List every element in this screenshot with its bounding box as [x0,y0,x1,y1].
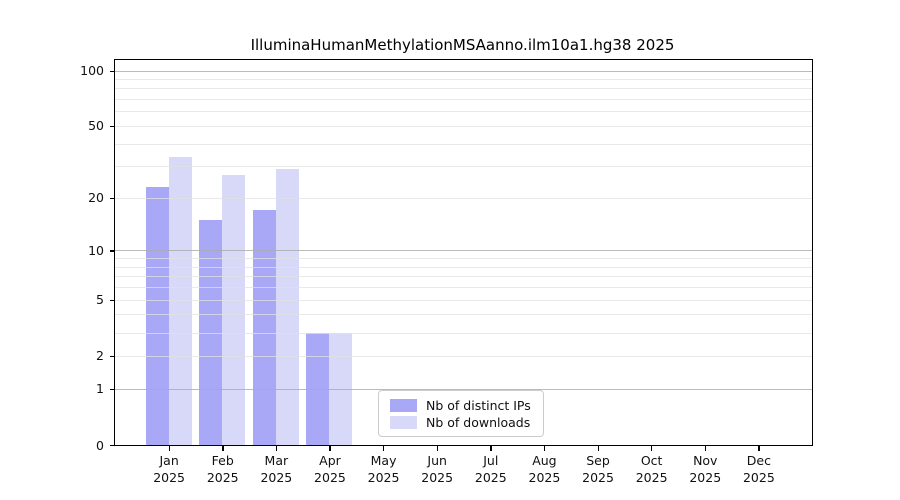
legend: Nb of distinct IPs Nb of downloads [378,390,544,437]
y-tick-label: 100 [80,63,104,79]
x-tick-year-label: 2025 [474,469,507,485]
x-tick-year-label: 2025 [582,469,614,485]
x-tick-mark [436,446,438,451]
y-tick-label: 50 [88,118,104,134]
x-tick-label-aug: Aug 2025 [512,453,576,486]
y-tick-mark [110,250,115,252]
x-tick-label-nov: Nov 2025 [673,453,737,486]
y-tick-label: 0 [96,437,104,453]
x-tick-year-label: 2025 [742,469,775,485]
x-tick-mark [543,446,546,451]
legend-label-downloads: Nb of downloads [426,414,531,430]
x-tick-mark [329,446,331,451]
plot-area [114,59,813,446]
x-tick-year-label: 2025 [635,469,668,485]
gridline-minor [115,88,812,90]
y-tick-mark [110,197,115,200]
legend-swatch-distinct-ips [390,398,417,412]
x-tick-label-feb: Feb 2025 [191,453,255,486]
x-tick-year-label: 2025 [421,469,454,485]
y-tick-label: 5 [96,292,104,308]
x-tick-label-jul: Jul 2025 [459,453,523,486]
bar-downloads-mar [275,169,299,445]
x-tick-label-apr: Apr 2025 [298,453,362,486]
gridline-minor [115,197,812,199]
x-tick-label-sep: Sep 2025 [566,453,630,486]
x-tick-mark [383,446,385,451]
x-tick-mark [597,446,599,451]
legend-row-downloads: Nb of downloads [390,414,533,430]
bar-distinct-ips-feb [199,220,223,445]
x-tick-mark [704,446,707,451]
x-tick-year-label: 2025 [689,469,722,485]
x-tick-mark [222,446,224,451]
x-tick-mark [490,446,492,451]
x-tick-year-label: 2025 [206,469,239,485]
y-tick-mark [110,388,115,391]
y-tick-mark [110,125,115,128]
x-tick-year-label: 2025 [367,469,400,485]
x-tick-year-label: 2025 [314,469,346,485]
y-tick-mark [110,445,115,447]
x-tick-mark [275,446,278,451]
y-tick-mark [110,299,115,301]
bar-distinct-ips-mar [252,210,276,445]
x-tick-year-label: 2025 [528,469,561,485]
y-tick-mark [110,70,115,72]
gridline-minor [115,78,812,80]
gridline-minor [115,125,812,127]
gridline-minor [115,111,812,113]
x-tick-label-mar: Mar 2025 [244,453,308,486]
chart-title: IlluminaHumanMethylationMSAanno.ilm10a1.… [250,36,675,54]
x-tick-label-may: May 2025 [352,453,416,486]
x-tick-label-dec: Dec 2025 [727,453,791,486]
y-tick-label: 10 [88,242,104,258]
gridline-major [115,70,812,72]
x-tick-mark [651,446,653,451]
legend-swatch-downloads [390,415,417,429]
legend-row-distinct-ips: Nb of distinct IPs [390,397,533,413]
bar-distinct-ips-apr [306,332,330,445]
y-tick-mark [110,355,115,358]
x-tick-label-oct: Oct 2025 [620,453,684,486]
x-tick-label-jan: Jan 2025 [137,453,201,486]
y-tick-label: 20 [88,190,104,206]
x-tick-label-jun: Jun 2025 [405,453,469,486]
gridline-minor [115,99,812,101]
gridline-minor [115,166,812,168]
x-tick-mark [168,446,170,451]
bar-downloads-apr [329,332,353,445]
bar-distinct-ips-jan [145,187,169,445]
x-tick-mark [758,446,760,451]
x-tick-year-label: 2025 [260,469,293,485]
legend-label-distinct-ips: Nb of distinct IPs [426,397,531,413]
x-tick-year-label: 2025 [153,469,186,485]
bar-downloads-jan [168,156,192,445]
y-tick-label: 2 [96,348,104,364]
bar-downloads-feb [222,174,246,445]
gridline-minor [115,143,812,145]
y-tick-label: 1 [96,381,104,397]
